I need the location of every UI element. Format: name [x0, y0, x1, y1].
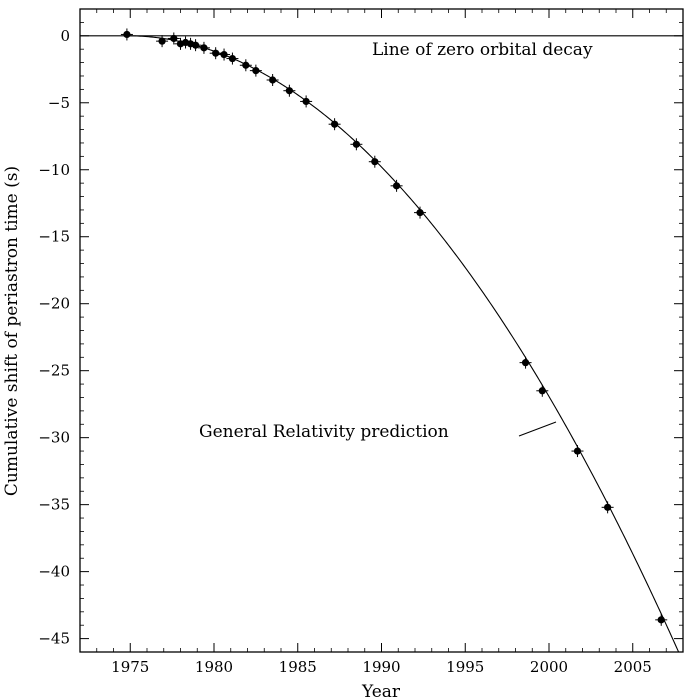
data-point-marker — [228, 54, 237, 63]
data-point-marker — [538, 387, 546, 395]
x-tick-label: 2000 — [530, 658, 568, 676]
x-tick-label: 1995 — [446, 658, 484, 676]
data-point-marker — [252, 67, 260, 75]
data-point-marker — [573, 447, 582, 455]
data-point-marker — [285, 87, 293, 95]
data-point-marker — [416, 209, 424, 217]
y-tick-label: −35 — [38, 496, 70, 514]
y-tick-label: −5 — [48, 94, 70, 112]
zero-line-annotation: Line of zero orbital decay — [372, 40, 593, 60]
data-point — [519, 356, 532, 369]
data-point — [120, 28, 133, 41]
y-tick-label: −15 — [38, 228, 70, 246]
y-tick-label: −40 — [38, 563, 70, 581]
data-point-marker — [191, 41, 200, 49]
data-point — [226, 52, 239, 65]
data-point-marker — [392, 182, 401, 190]
data-point-marker — [302, 97, 310, 106]
data-point-marker — [331, 120, 339, 128]
data-point-marker — [657, 616, 665, 624]
x-tick-label: 1980 — [195, 658, 233, 676]
data-point-marker — [604, 503, 612, 511]
data-point — [536, 384, 549, 397]
data-point — [414, 206, 427, 219]
data-point — [350, 138, 363, 151]
data-point — [167, 32, 180, 45]
data-point — [571, 445, 584, 458]
gr-prediction-annotation: General Relativity prediction — [199, 422, 449, 442]
plot-frame — [79, 8, 684, 653]
x-tick-label: 1975 — [111, 658, 149, 676]
y-tick-label: −10 — [38, 161, 70, 179]
data-point — [249, 64, 262, 77]
y-axis-title: Cumulative shift of periastron time (s) — [2, 166, 22, 496]
y-tick-label: −20 — [38, 295, 70, 313]
data-point-marker — [123, 30, 131, 39]
data-point-marker — [269, 76, 277, 84]
data-point — [218, 48, 231, 61]
data-point — [601, 501, 614, 514]
data-point — [283, 84, 296, 97]
y-tick-label: −45 — [38, 630, 70, 648]
x-tick-label: 2005 — [614, 658, 652, 676]
y-tick-label: 0 — [60, 27, 70, 45]
data-point-marker — [212, 49, 220, 57]
data-point — [266, 73, 279, 86]
data-point — [209, 47, 222, 60]
data-point — [239, 59, 252, 72]
gr-annotation-pointer — [518, 421, 557, 437]
data-point — [328, 118, 341, 131]
x-axis: 1975 1980 1985 1990 1995 2000 2005 — [79, 9, 684, 676]
data-point-marker — [242, 61, 250, 69]
gr-prediction-curve — [126, 35, 680, 653]
data-point — [300, 95, 313, 108]
x-tick-label: 1985 — [279, 658, 317, 676]
data-point-marker — [521, 359, 530, 367]
data-point-marker — [352, 140, 360, 148]
data-point — [197, 41, 210, 54]
data-point-marker — [200, 44, 208, 52]
x-tick-label: 1990 — [362, 658, 400, 676]
data-point — [655, 613, 668, 626]
data-point-marker — [170, 34, 178, 43]
y-tick-label: −30 — [38, 429, 70, 447]
data-point — [189, 39, 202, 52]
data-point-marker — [371, 158, 379, 166]
data-point — [390, 179, 403, 192]
data-points — [120, 28, 668, 626]
x-axis-title: Year — [361, 682, 401, 700]
data-point — [368, 155, 381, 168]
y-tick-label: −25 — [38, 362, 70, 380]
data-point-marker — [158, 37, 166, 45]
data-point — [156, 35, 169, 48]
y-axis: 0 −5 −10 −15 −20 −25 −30 −35 −40 −45 — [38, 8, 683, 653]
data-point-marker — [220, 50, 228, 59]
